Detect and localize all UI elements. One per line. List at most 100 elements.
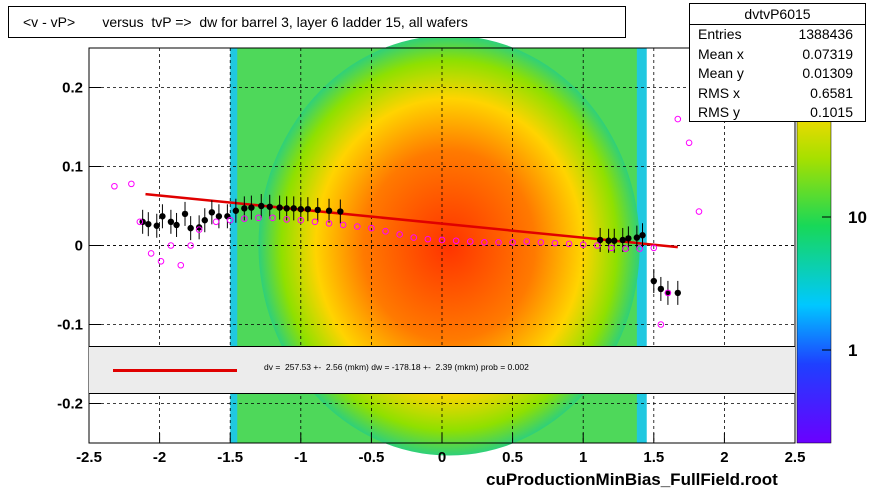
stats-box: dvtvP6015 Entries 1388436 Mean x 0.07319… — [689, 3, 866, 122]
profile-point-black — [337, 208, 344, 215]
profile-point-black — [167, 218, 175, 225]
profile-point-magenta — [410, 234, 418, 241]
profile-point-magenta — [226, 216, 234, 224]
profile-point-magenta — [438, 236, 446, 244]
profile-point-magenta — [424, 235, 432, 243]
stats-label: RMS y — [698, 104, 740, 120]
colorbar-tick-label: 1 — [848, 341, 857, 360]
profile-point-magenta — [695, 208, 703, 215]
profile-point-black — [208, 209, 216, 216]
fit-line — [145, 192, 678, 249]
profile-point-magenta — [466, 238, 474, 245]
profile-point-black — [283, 205, 290, 212]
stats-label: Mean y — [698, 65, 744, 81]
profile-point-magenta — [157, 258, 165, 265]
y-tick-label: 0.1 — [62, 159, 83, 176]
profile-point-magenta — [311, 218, 319, 226]
profile-point-magenta — [167, 242, 175, 249]
profile-point-black — [248, 204, 255, 211]
profile-point-black — [187, 224, 194, 232]
profile-point-magenta — [382, 227, 389, 235]
profile-point-black — [650, 277, 657, 285]
stats-row-rms-y: RMS y 0.1015 — [690, 103, 865, 123]
profile-point-magenta — [650, 244, 658, 252]
profile-point-black — [664, 289, 672, 297]
profile-point-black — [224, 213, 231, 220]
x-tick-label: -1.5 — [217, 449, 243, 466]
legend-fit-line-swatch — [113, 369, 237, 372]
x-tick-label: -2.5 — [76, 449, 102, 466]
profile-point-magenta — [111, 182, 118, 190]
profile-point-magenta — [608, 244, 615, 252]
profile-point-magenta — [664, 289, 672, 297]
profile-point-black — [325, 207, 333, 214]
stats-row-entries: Entries 1388436 — [690, 25, 865, 45]
profile-point-magenta — [297, 216, 305, 224]
profile-point-black — [258, 202, 265, 210]
profile-point-magenta — [537, 239, 545, 246]
profile-point-magenta — [136, 218, 144, 226]
profile-point-magenta — [495, 239, 502, 246]
profile-point-magenta — [147, 250, 155, 257]
profile-point-magenta — [674, 115, 682, 123]
stats-name: dvtvP6015 — [690, 4, 865, 25]
x-tick-label: -0.5 — [358, 449, 384, 466]
profile-point-black — [297, 205, 304, 213]
profile-point-magenta — [368, 224, 375, 232]
profile-point-magenta — [255, 214, 262, 222]
profile-point-magenta — [551, 239, 559, 247]
profile-point-black — [266, 203, 273, 210]
profile-point-black — [241, 205, 248, 212]
profile-point-magenta — [283, 216, 290, 223]
profile-point-magenta — [241, 215, 248, 222]
profile-point-magenta — [353, 223, 361, 230]
profile-point-black — [232, 207, 240, 214]
profile-point-magenta — [325, 220, 333, 227]
profile-point-black — [181, 210, 189, 218]
profile-point-black — [304, 205, 312, 213]
profile-point-black — [596, 236, 604, 244]
x-tick-label: 2 — [720, 449, 728, 466]
profile-point-black — [153, 222, 160, 229]
profile-point-black — [215, 213, 223, 220]
profile-point-magenta — [636, 245, 643, 252]
chart-title: <v - vP> versus tvP => dw for barrel 3, … — [8, 6, 626, 38]
profile-point-magenta — [187, 242, 194, 249]
profile-point-black — [611, 237, 618, 244]
x-tick-label: 0.5 — [502, 449, 523, 466]
stats-row-mean-y: Mean y 0.01309 — [690, 64, 865, 84]
colorbar-tick-label: 10 — [848, 208, 867, 227]
profile-point-black — [619, 236, 626, 244]
stats-row-mean-x: Mean x 0.07319 — [690, 45, 865, 65]
profile-point-black — [159, 213, 166, 220]
profile-point-magenta — [622, 245, 629, 252]
stats-value: 0.07319 — [802, 45, 853, 62]
profile-point-magenta — [523, 238, 531, 245]
profile-point-magenta — [509, 239, 516, 246]
x-tick-label: 0 — [438, 449, 446, 466]
profile-point-magenta — [685, 139, 693, 147]
profile-point-magenta — [594, 242, 601, 249]
profile-point-black — [625, 235, 632, 242]
y-tick-label: 0 — [75, 238, 83, 255]
x-tick-label: 1 — [579, 449, 587, 466]
profile-point-magenta — [195, 226, 203, 233]
profile-point-magenta — [565, 240, 573, 248]
profile-point-magenta — [128, 180, 135, 188]
profile-point-magenta — [177, 261, 185, 269]
x-tick-label: -1 — [294, 449, 307, 466]
profile-point-black — [657, 285, 665, 293]
x-tick-label: 1.5 — [643, 449, 664, 466]
profile-point-magenta — [481, 239, 488, 246]
y-tick-label: -0.1 — [57, 317, 83, 334]
profile-point-black — [639, 232, 646, 239]
profile-point-black — [605, 237, 612, 244]
stats-label: RMS x — [698, 84, 740, 101]
profile-point-black — [173, 221, 180, 229]
profile-point-black — [201, 217, 208, 224]
profile-point-black — [276, 204, 283, 211]
profile-point-magenta — [396, 231, 403, 238]
stats-label: Entries — [698, 26, 742, 42]
footer-filename: cuProductionMinBias_FullField.root — [486, 470, 778, 489]
stats-label: Mean x — [698, 45, 744, 62]
